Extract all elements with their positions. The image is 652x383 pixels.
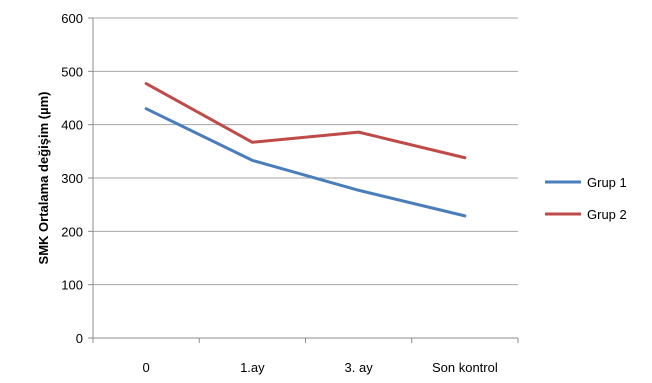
y-tick-label: 600 [61, 11, 83, 26]
x-tick-label: Son kontrol [432, 360, 498, 375]
y-tick-label: 100 [61, 278, 83, 293]
series-line-1 [144, 107, 467, 218]
y-tick-label: 500 [61, 64, 83, 79]
gridlines [93, 17, 518, 286]
legend: Grup 1 Grup 2 [545, 175, 627, 222]
series-line-2 [144, 82, 467, 160]
y-axis-title: SMK Ortalama değişim (µm) [36, 92, 51, 265]
y-tick-label: 300 [61, 171, 83, 186]
y-tick-label: 200 [61, 224, 83, 239]
legend-label: Grup 2 [587, 207, 627, 222]
legend-label: Grup 1 [587, 175, 627, 190]
series-lines [144, 82, 467, 218]
tick-labels: 0 100 200 300 400 500 600 0 1.ay 3. ay Son kontrol [61, 11, 498, 375]
x-tick-label: 0 [143, 360, 150, 375]
y-tick-label: 0 [76, 331, 83, 346]
x-tick-label: 1.ay [240, 360, 265, 375]
axes [88, 17, 519, 343]
x-tick-label: 3. ay [345, 360, 374, 375]
y-tick-label: 400 [61, 118, 83, 133]
